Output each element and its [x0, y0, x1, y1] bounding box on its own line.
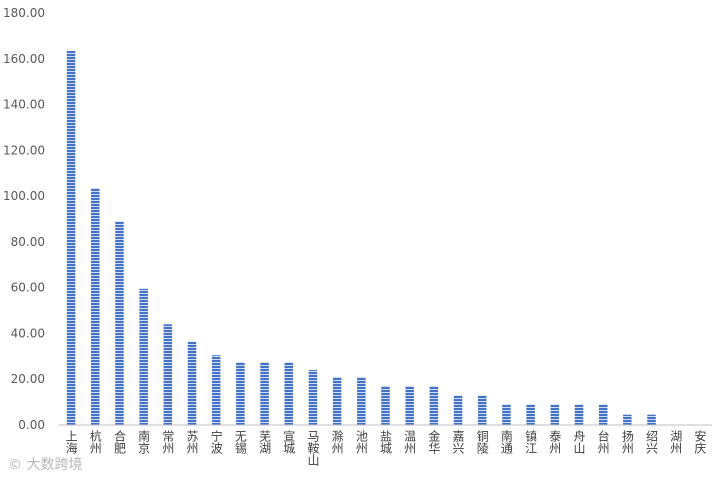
bar — [526, 404, 535, 425]
bar — [211, 355, 221, 425]
x-tick-label: 合肥 — [112, 429, 126, 454]
y-tick-label: 100.00 — [3, 189, 45, 203]
x-tick-label: 湖州 — [669, 429, 683, 454]
y-tick-label: 20.00 — [11, 372, 45, 386]
y-tick-label: 80.00 — [11, 235, 45, 249]
x-tick-label: 扬州 — [620, 429, 634, 454]
x-tick-label: 杭州 — [88, 429, 102, 454]
x-axis-ticks: 上海 杭州 合肥 南京 常州 苏州 宁波 无锡 芜湖 宣城 马鞍山 滁州 池州 盐城 温州 金华 嘉兴 铜陵 南通镇… — [64, 429, 707, 466]
x-tick-label: 铜陵 — [475, 429, 489, 454]
bar — [357, 376, 366, 425]
bar — [429, 386, 439, 425]
bar — [550, 404, 560, 425]
x-tick-label: 温州 — [403, 430, 417, 454]
x-tick-label: 上海 — [64, 430, 78, 454]
x-tick-label: 宁波 — [209, 429, 223, 455]
bar — [405, 386, 414, 425]
bar — [66, 50, 76, 426]
x-tick-label: 盐城 — [379, 430, 393, 455]
x-tick-label: 金华 — [427, 429, 441, 454]
bar — [332, 376, 342, 425]
bar — [284, 362, 294, 425]
x-tick-label: 泰州 — [548, 430, 562, 454]
y-tick-label: 120.00 — [3, 143, 45, 157]
bar — [598, 404, 608, 425]
bar — [139, 288, 148, 425]
bar — [381, 386, 390, 425]
y-tick-label: 160.00 — [3, 52, 45, 66]
x-tick-label: 宣城 — [282, 429, 296, 455]
y-axis-ticks: 0.00 20.00 40.00 60.00 80.00 100.00 120.00 140.… — [3, 6, 45, 432]
bar — [187, 341, 197, 425]
y-tick-label: 0.00 — [18, 418, 45, 432]
bar — [115, 221, 124, 425]
y-tick-label: 60.00 — [11, 281, 45, 295]
bar — [574, 404, 584, 425]
bar — [236, 362, 245, 425]
x-tick-label: 常州 — [161, 430, 175, 454]
x-tick-label: 苏州 — [185, 430, 199, 454]
bar — [91, 188, 100, 425]
y-tick-label: 180.00 — [3, 6, 45, 20]
x-tick-label: 安庆 — [693, 429, 707, 454]
bar — [308, 370, 318, 425]
bar — [623, 414, 632, 425]
x-tick-label: 台州 — [596, 429, 610, 454]
bars — [66, 50, 656, 426]
y-tick-label: 140.00 — [3, 98, 45, 112]
x-tick-label: 南京 — [137, 429, 151, 455]
x-tick-label: 嘉兴 — [451, 430, 465, 454]
y-tick-label: 40.00 — [11, 326, 45, 340]
x-tick-label: 芜湖 — [258, 430, 272, 454]
x-tick-label: 滁州 — [330, 429, 344, 454]
x-tick-label: 绍兴 — [645, 430, 659, 454]
bar — [477, 395, 487, 425]
x-tick-label: 池州 — [354, 430, 368, 454]
bar — [163, 324, 173, 425]
x-tick-label: 马鞍山 — [306, 430, 320, 466]
bar — [453, 395, 463, 425]
x-tick-label: 舟山 — [572, 430, 586, 454]
x-tick-label: 镇江 — [524, 430, 538, 454]
bar — [647, 414, 656, 425]
bar — [502, 404, 511, 425]
x-tick-label: 南通 — [499, 429, 513, 454]
x-tick-label: 无锡 — [233, 430, 247, 455]
bar — [260, 362, 269, 425]
watermark-logo: © 大数跨境 — [8, 457, 83, 473]
